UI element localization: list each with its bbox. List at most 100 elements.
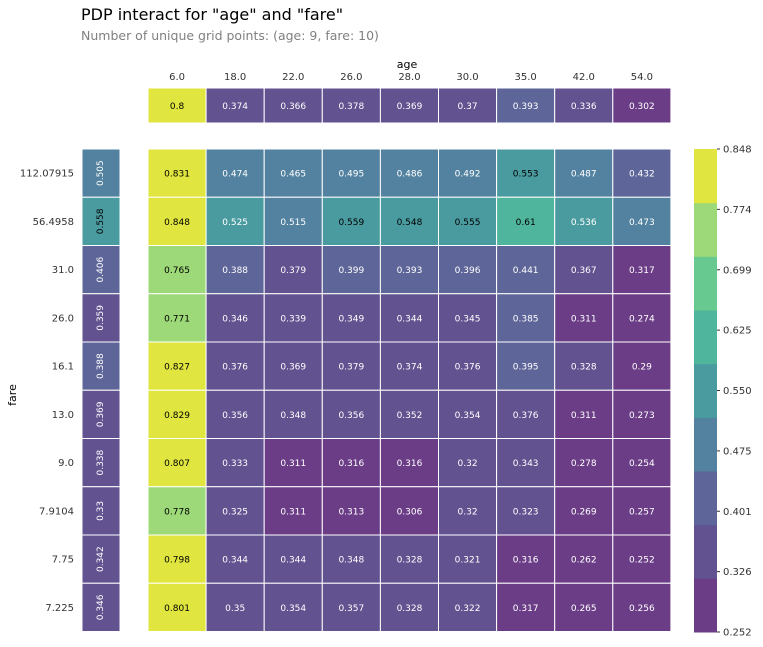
x-tick-label: 42.0	[573, 72, 595, 83]
cell-value-label: 0.29	[632, 363, 652, 373]
colorbar-segment	[694, 471, 717, 526]
age-pdp-strip: 0.8 0.374 0.366 0.378 0.369 0.37 0.393 0.336 0.3…	[147, 87, 672, 124]
heatmap-cell	[496, 582, 556, 632]
cell-value-label: 0.778	[164, 507, 190, 517]
cell-value-label: 0.379	[338, 363, 364, 373]
cell-value-label: 0.393	[397, 266, 423, 276]
fare-pdp-value-label: 0.369	[96, 401, 106, 427]
cell-value-label: 0.831	[164, 170, 190, 180]
age-pdp-value-label: 0.369	[397, 102, 423, 112]
cell-value-label: 0.32	[458, 459, 478, 469]
cell-value-label: 0.254	[629, 459, 655, 469]
cell-value-label: 0.274	[629, 314, 655, 324]
heatmap-cell	[263, 148, 323, 198]
heatmap-cell	[612, 582, 672, 632]
cell-value-label: 0.369	[280, 363, 306, 373]
cell-value-label: 0.316	[513, 556, 539, 566]
age-pdp-value-label: 0.374	[222, 102, 248, 112]
heatmap-cell	[379, 534, 439, 584]
y-tick-label: 9.0	[58, 458, 74, 469]
heatmap-cell	[205, 293, 265, 343]
heatmap-cell	[321, 293, 381, 343]
y-tick-label: 112.07915	[20, 169, 74, 180]
heatmap-cell	[263, 389, 323, 439]
heatmap-cell	[554, 341, 614, 391]
cell-value-label: 0.487	[571, 170, 597, 180]
y-tick-label: 13.0	[52, 410, 74, 421]
x-tick-label: 28.0	[398, 72, 420, 83]
colorbar-segment	[694, 256, 717, 311]
cell-value-label: 0.525	[222, 218, 248, 228]
heatmap-cell	[147, 438, 207, 488]
cell-value-label: 0.344	[280, 556, 306, 566]
age-pdp-cell	[321, 87, 381, 124]
heatmap-cell	[496, 245, 556, 295]
cell-value-label: 0.367	[571, 266, 597, 276]
cell-value-label: 0.486	[397, 170, 423, 180]
cell-value-label: 0.311	[571, 314, 597, 324]
cell-value-label: 0.345	[455, 314, 481, 324]
cell-value-label: 0.32	[458, 507, 478, 517]
cell-value-label: 0.349	[338, 314, 364, 324]
cell-value-label: 0.316	[397, 459, 423, 469]
cell-value-label: 0.553	[513, 170, 539, 180]
cell-value-label: 0.357	[338, 604, 364, 614]
fare-pdp-cell	[81, 196, 121, 246]
cell-value-label: 0.311	[280, 459, 306, 469]
heatmap-cell	[379, 148, 439, 198]
cell-value-label: 0.322	[455, 604, 481, 614]
colorbar: 0.848 0.774 0.699 0.625 0.550 0.475 0.401 0.326…	[694, 145, 752, 639]
age-pdp-cell	[438, 87, 498, 124]
cell-value-label: 0.348	[338, 556, 364, 566]
colorbar-segment	[694, 363, 717, 418]
cell-value-label: 0.376	[222, 363, 248, 373]
cell-value-label: 0.765	[164, 266, 190, 276]
cell-value-label: 0.807	[164, 459, 190, 469]
heatmap-cell	[205, 341, 265, 391]
cell-value-label: 0.328	[397, 556, 423, 566]
y-tick-label: 7.75	[52, 555, 74, 566]
heatmap-cell	[554, 389, 614, 439]
colorbar-segment	[694, 417, 717, 472]
chart-subtitle: Number of unique grid points: (age: 9, f…	[81, 28, 379, 43]
fare-pdp-value-label: 0.338	[96, 449, 106, 475]
heatmap-cell	[205, 245, 265, 295]
cell-value-label: 0.559	[338, 218, 364, 228]
cell-value-label: 0.465	[280, 170, 306, 180]
heatmap-cell	[263, 486, 323, 536]
fare-pdp-cell	[81, 341, 121, 391]
age-pdp-cell	[554, 87, 614, 124]
heatmap-cell	[612, 486, 672, 536]
age-pdp-value-label: 0.336	[571, 102, 597, 112]
age-pdp-value-label: 0.393	[513, 102, 539, 112]
colorbar-tick-label: 0.699	[723, 265, 752, 276]
cell-value-label: 0.548	[397, 218, 423, 228]
heatmap-cell	[147, 245, 207, 295]
fare-pdp-value-label: 0.33	[96, 501, 106, 521]
cell-value-label: 0.256	[629, 604, 655, 614]
cell-value-label: 0.801	[164, 604, 190, 614]
cell-value-label: 0.316	[338, 459, 364, 469]
x-tick-label: 22.0	[282, 72, 304, 83]
heatmap-cell	[612, 148, 672, 198]
age-pdp-value-label: 0.37	[458, 102, 478, 112]
colorbar-tick-label: 0.401	[723, 507, 752, 518]
colorbar-segment	[694, 310, 717, 365]
heatmap-cell	[147, 486, 207, 536]
cell-value-label: 0.396	[455, 266, 481, 276]
y-tick-label: 7.225	[45, 603, 74, 614]
cell-value-label: 0.257	[629, 507, 655, 517]
colorbar-segment	[694, 578, 717, 633]
fare-pdp-value-label: 0.558	[96, 208, 106, 234]
cell-value-label: 0.829	[164, 411, 190, 421]
cell-value-label: 0.61	[516, 218, 536, 228]
fare-pdp-value-label: 0.346	[96, 594, 106, 620]
colorbar-tick-label: 0.848	[723, 145, 752, 156]
cell-value-label: 0.432	[629, 170, 655, 180]
cell-value-label: 0.325	[222, 507, 248, 517]
colorbar-segment	[694, 524, 717, 579]
heatmap-cell	[496, 486, 556, 536]
cell-value-label: 0.515	[280, 218, 306, 228]
age-pdp-value-label: 0.8	[170, 102, 185, 112]
